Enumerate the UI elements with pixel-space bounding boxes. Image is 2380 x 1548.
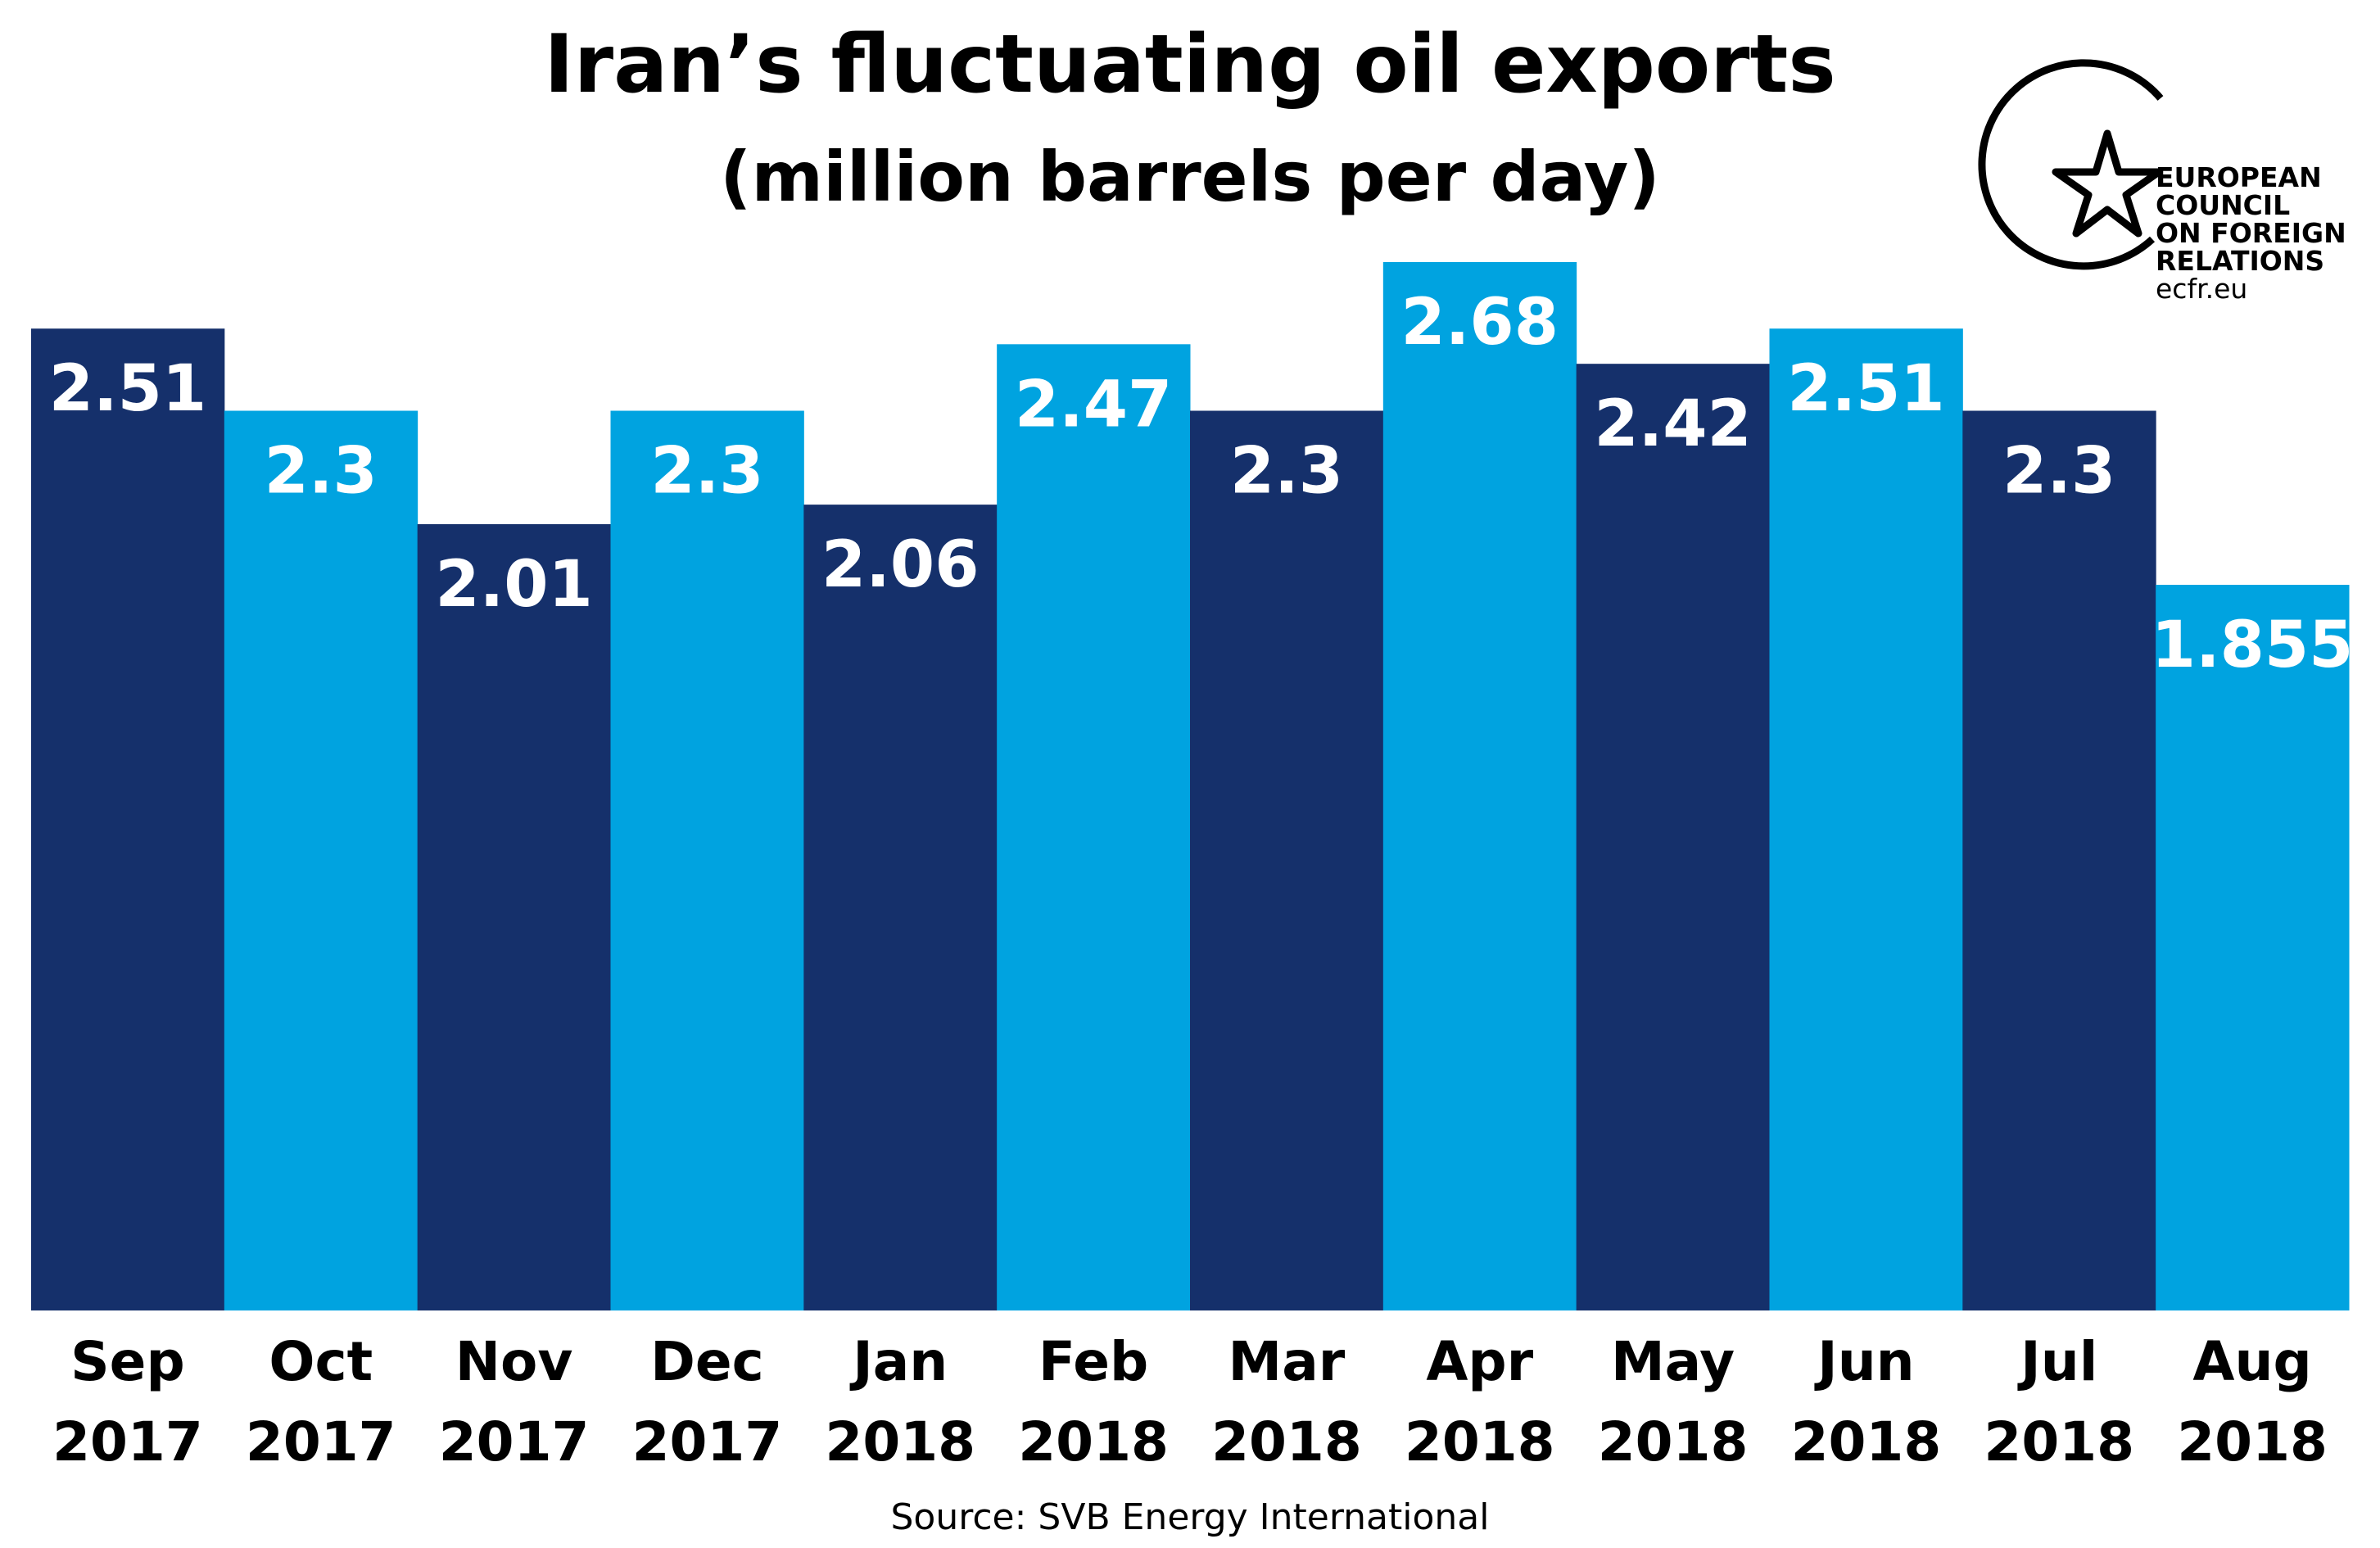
chart-subtitle: (million barrels per day) xyxy=(720,137,1660,217)
category-month-label: Oct xyxy=(269,1330,373,1393)
bar-dec-2017 xyxy=(610,410,804,1310)
bar-value-label: 2.51 xyxy=(1787,352,1944,426)
bar-value-label: 2.3 xyxy=(265,434,378,508)
bar-value-label: 2.06 xyxy=(821,528,979,602)
category-year-label: 2017 xyxy=(439,1410,590,1473)
category-month-label: May xyxy=(1611,1330,1735,1393)
chart-title: Iran’s fluctuating oil exports xyxy=(544,18,1835,111)
category-year-label: 2017 xyxy=(632,1410,783,1473)
category-month-label: Mar xyxy=(1228,1330,1346,1393)
bar-feb-2018 xyxy=(997,344,1191,1311)
category-year-label: 2018 xyxy=(825,1410,975,1473)
category-year-label: 2017 xyxy=(246,1410,396,1473)
bar-mar-2018 xyxy=(1190,410,1384,1310)
bar-value-label: 2.47 xyxy=(1015,368,1172,441)
bar-jun-2018 xyxy=(1769,328,1963,1310)
logo-url: ecfr.eu xyxy=(2156,273,2247,305)
bar-apr-2018 xyxy=(1382,262,1577,1310)
category-month-label: Dec xyxy=(650,1330,764,1393)
value-labels-group: 2.51 2.3 2.01 2.3 2.06 2.47 2.3 2.68 2.42 2.51 2.3… xyxy=(49,286,2354,682)
category-month-label: Nov xyxy=(455,1330,573,1393)
logo-line-3: ON FOREIGN xyxy=(2156,217,2346,249)
category-month-label: Jun xyxy=(1814,1330,1915,1393)
category-year-label: 2018 xyxy=(2177,1410,2328,1473)
bar-value-label: 2.3 xyxy=(2002,434,2115,508)
bar-jul-2018 xyxy=(1962,410,2156,1310)
source-note: Source: SVB Energy International xyxy=(891,1496,1490,1538)
category-year-label: 2018 xyxy=(1018,1410,1169,1473)
logo-line-1: EUROPEAN xyxy=(2156,161,2322,193)
category-year-label: 2017 xyxy=(52,1410,203,1473)
logo-line-2: COUNCIL xyxy=(2156,189,2290,221)
category-month-label: Sep xyxy=(70,1330,185,1393)
category-year-label: 2018 xyxy=(1598,1410,1749,1473)
bar-nov-2017 xyxy=(417,524,611,1310)
category-year-label: 2018 xyxy=(1984,1410,2134,1473)
bar-jan-2018 xyxy=(803,505,998,1310)
ecfr-logo: EUROPEAN COUNCIL ON FOREIGN RELATIONS ec… xyxy=(1978,59,2346,305)
logo-line-4: RELATIONS xyxy=(2156,245,2324,277)
bar-value-label: 2.3 xyxy=(650,434,763,508)
bar-may-2018 xyxy=(1576,364,1770,1311)
bar-value-label: 2.42 xyxy=(1594,387,1751,461)
bar-oct-2017 xyxy=(224,410,419,1310)
category-year-label: 2018 xyxy=(1405,1410,1555,1473)
category-month-label: Jul xyxy=(2017,1330,2097,1393)
category-month-label: Apr xyxy=(1426,1330,1533,1393)
bar-value-label: 1.855 xyxy=(2152,609,2354,682)
bar-value-label: 2.01 xyxy=(435,548,592,622)
bars-group xyxy=(31,262,2350,1311)
bar-sep-2017 xyxy=(31,328,225,1310)
bar-value-label: 2.51 xyxy=(49,352,206,426)
category-year-label: 2018 xyxy=(1211,1410,1362,1473)
star-in-circle-icon xyxy=(1978,59,2164,270)
bar-aug-2018 xyxy=(2156,585,2350,1310)
category-month-label: Aug xyxy=(2192,1330,2311,1393)
category-labels-group: Sep 2017 Oct 2017 Nov 2017 Dec 2017 Jan 2018 Feb 20… xyxy=(52,1330,2328,1473)
category-year-label: 2018 xyxy=(1791,1410,1942,1473)
category-month-label: Jan xyxy=(849,1330,948,1393)
category-month-label: Feb xyxy=(1038,1330,1148,1393)
bar-value-label: 2.3 xyxy=(1230,434,1343,508)
bar-value-label: 2.68 xyxy=(1401,286,1559,360)
